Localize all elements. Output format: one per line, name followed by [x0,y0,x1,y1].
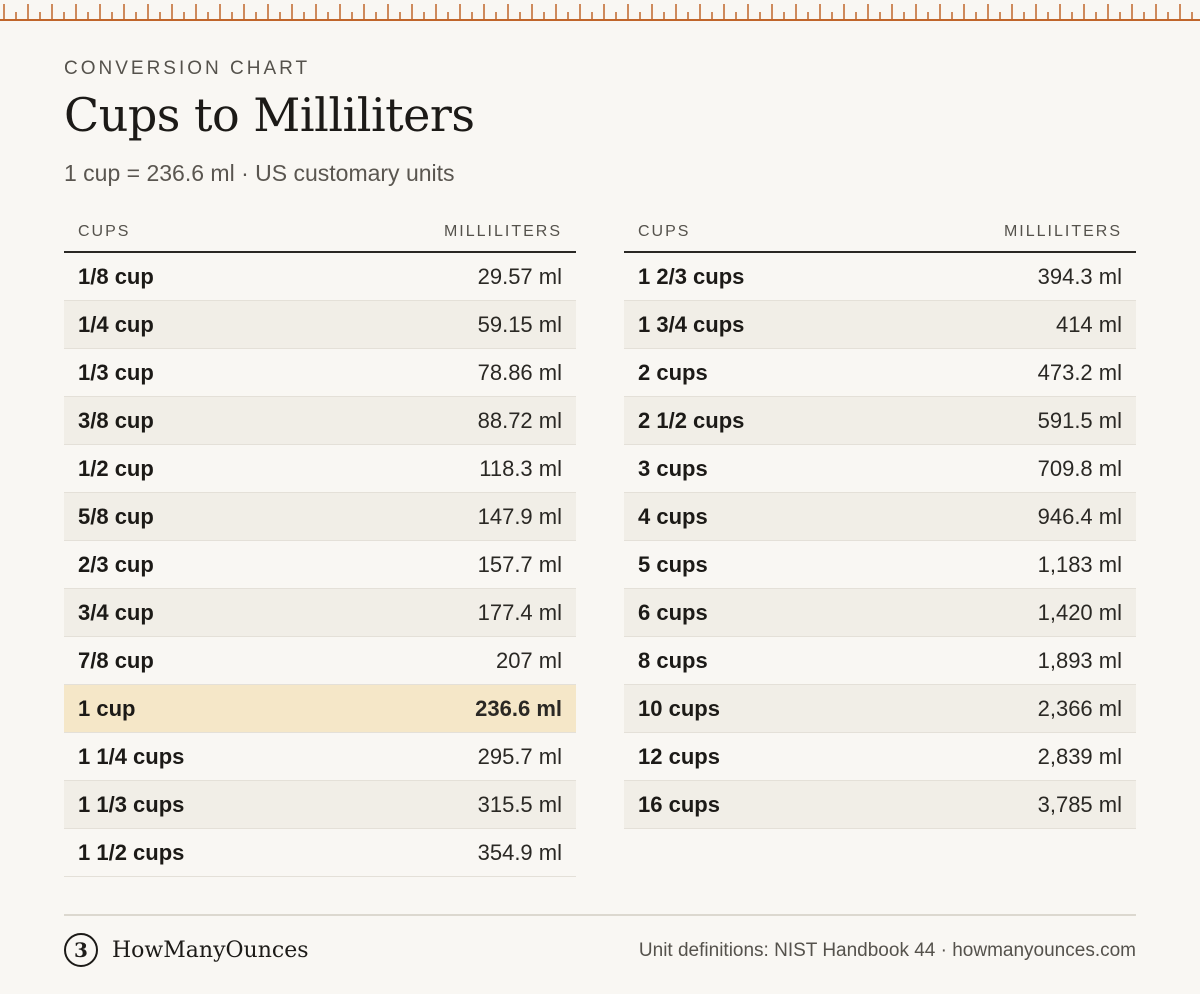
header-cups: CUPS [78,222,131,240]
header-ml: MILLILITERS [1003,222,1122,240]
cups-cell: 3/4 cup [78,599,154,625]
ml-cell: 118.3 ml [479,455,562,481]
ml-cell: 147.9 ml [477,503,562,529]
cups-cell: 6 cups [638,599,708,625]
table-row: 5 cups 1,183 ml [624,541,1136,589]
ml-cell: 591.5 ml [1037,407,1122,433]
cups-cell: 3/8 cup [78,407,154,433]
ml-cell: 394.3 ml [1037,263,1122,289]
cups-cell: 1 3/4 cups [638,311,745,337]
source-note: Unit definitions: NIST Handbook 44 · how… [638,940,1136,961]
table-header: CUPS MILLILITERS [64,212,576,253]
logo-text: HowManyOunces [112,937,309,963]
table-row: 3 cups 709.8 ml [624,445,1136,493]
table-row-highlighted: 1 cup 236.6 ml [64,685,576,733]
cups-cell: 16 cups [638,791,720,817]
table-row: 1 2/3 cups 394.3 ml [624,253,1136,301]
cups-cell: 1/2 cup [78,455,154,481]
table-row: 3/8 cup 88.72 ml [64,397,576,445]
cups-cell: 10 cups [638,695,720,721]
ml-cell: 29.57 ml [477,263,562,289]
ml-cell: 1,420 ml [1037,599,1122,625]
table-row: 12 cups 2,839 ml [624,733,1136,781]
ml-cell: 354.9 ml [477,839,562,865]
table-row: 1/4 cup 59.15 ml [64,301,576,349]
table-row: 10 cups 2,366 ml [624,685,1136,733]
cups-cell: 1 1/4 cups [78,743,185,769]
logo-icon: 3 [64,933,98,967]
cups-cell: 2 1/2 cups [638,407,745,433]
cups-cell: 7/8 cup [78,647,154,673]
cups-cell: 1 2/3 cups [638,263,745,289]
table-row: 1 3/4 cups 414 ml [624,301,1136,349]
table-row: 2 cups 473.2 ml [624,349,1136,397]
table-header: CUPS MILLILITERS [624,212,1136,253]
cups-cell: 4 cups [638,503,708,529]
table-row: 16 cups 3,785 ml [624,781,1136,829]
cups-cell: 1/8 cup [78,263,154,289]
table-row: 4 cups 946.4 ml [624,493,1136,541]
cups-cell: 5/8 cup [78,503,154,529]
cups-cell: 1 1/2 cups [78,839,185,865]
logo[interactable]: 3 HowManyOunces [64,933,309,967]
footer-divider [64,914,1136,916]
header-cups: CUPS [638,222,691,240]
table-row: 1 1/3 cups 315.5 ml [64,781,576,829]
conversion-table-left: CUPS MILLILITERS 1/8 cup 29.57 ml 1/4 cup 5… [64,212,576,877]
ml-cell: 207 ml [495,647,562,673]
cups-cell: 8 cups [638,647,708,673]
table-row: 5/8 cup 147.9 ml [64,493,576,541]
table-row: 1 1/4 cups 295.7 ml [64,733,576,781]
ml-cell: 473.2 ml [1037,359,1122,385]
table-row: 7/8 cup 207 ml [64,637,576,685]
table-row: 8 cups 1,893 ml [624,637,1136,685]
table-row: 1/2 cup 118.3 ml [64,445,576,493]
ml-cell: 2,366 ml [1037,695,1122,721]
ml-cell: 88.72 ml [477,407,562,433]
cups-cell: 1 cup [78,695,136,721]
cups-cell: 12 cups [638,743,720,769]
table-row: 2/3 cup 157.7 ml [64,541,576,589]
ml-cell: 157.7 ml [477,551,562,577]
cups-cell: 3 cups [638,455,708,481]
table-row: 6 cups 1,420 ml [624,589,1136,637]
ml-cell: 236.6 ml [475,695,562,721]
ruler-ticks-icon [0,4,1200,21]
cups-cell: 1/3 cup [78,359,154,385]
cups-cell: 1 1/3 cups [78,791,185,817]
ml-cell: 59.15 ml [477,311,562,337]
table-row: 2 1/2 cups 591.5 ml [624,397,1136,445]
ml-cell: 78.86 ml [477,359,562,385]
ml-cell: 3,785 ml [1037,791,1122,817]
page-title: Cups to Milliliters [64,88,475,142]
cups-cell: 2/3 cup [78,551,154,577]
cups-cell: 2 cups [638,359,708,385]
ml-cell: 295.7 ml [477,743,562,769]
ml-cell: 2,839 ml [1037,743,1122,769]
ml-cell: 315.5 ml [477,791,562,817]
ml-cell: 946.4 ml [1037,503,1122,529]
ml-cell: 1,183 ml [1037,551,1122,577]
header-ml: MILLILITERS [443,222,562,240]
table-row: 1 1/2 cups 354.9 ml [64,829,576,877]
page-subtitle: 1 cup = 236.6 ml · US customary units [64,160,455,186]
table-row: 3/4 cup 177.4 ml [64,589,576,637]
table-row: 1/8 cup 29.57 ml [64,253,576,301]
cups-cell: 5 cups [638,551,708,577]
conversion-table-right: CUPS MILLILITERS 1 2/3 cups 394.3 ml 1 3/4… [624,212,1136,829]
eyebrow: CONVERSION CHART [64,58,311,79]
ml-cell: 177.4 ml [477,599,562,625]
cups-cell: 1/4 cup [78,311,154,337]
table-row: 1/3 cup 78.86 ml [64,349,576,397]
ml-cell: 1,893 ml [1037,647,1122,673]
ml-cell: 414 ml [1055,311,1122,337]
ml-cell: 709.8 ml [1037,455,1122,481]
